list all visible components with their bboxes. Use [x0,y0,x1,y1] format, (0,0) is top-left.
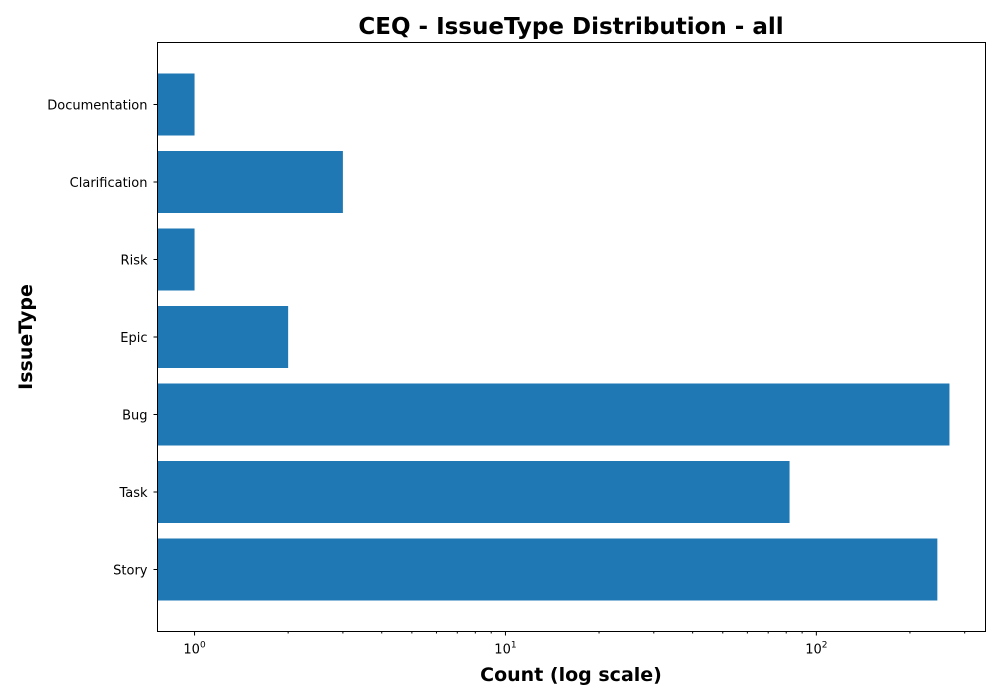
bar-epic [157,306,289,368]
y-tick-label: Epic [120,331,147,346]
y-axis: Story Task Bug Epic Risk Clarification Documen… [47,99,158,579]
y-tick-label: Task [118,486,148,501]
bar-task [157,461,790,523]
y-tick-label: Documentation [47,99,147,114]
y-tick-label: Risk [121,254,148,269]
bars-group [157,73,950,601]
bar-story [157,538,938,601]
x-axis-label: Count (log scale) [480,664,662,686]
chart-title: CEQ - IssueType Distribution - all [358,14,783,40]
y-axis-label: IssueType [15,284,37,390]
y-tick-label: Story [113,564,148,579]
x-tick-label: 100 [183,641,206,658]
y-tick-label: Bug [122,409,147,424]
y-tick-label: Clarification [70,176,148,191]
bar-risk [157,228,195,291]
bar-bug [157,383,950,446]
bar-clarification [157,151,343,213]
x-tick-label: 102 [805,641,827,658]
x-axis: 100 101 102 [183,631,966,658]
bar-documentation [157,73,195,136]
x-tick-label: 101 [494,641,516,658]
